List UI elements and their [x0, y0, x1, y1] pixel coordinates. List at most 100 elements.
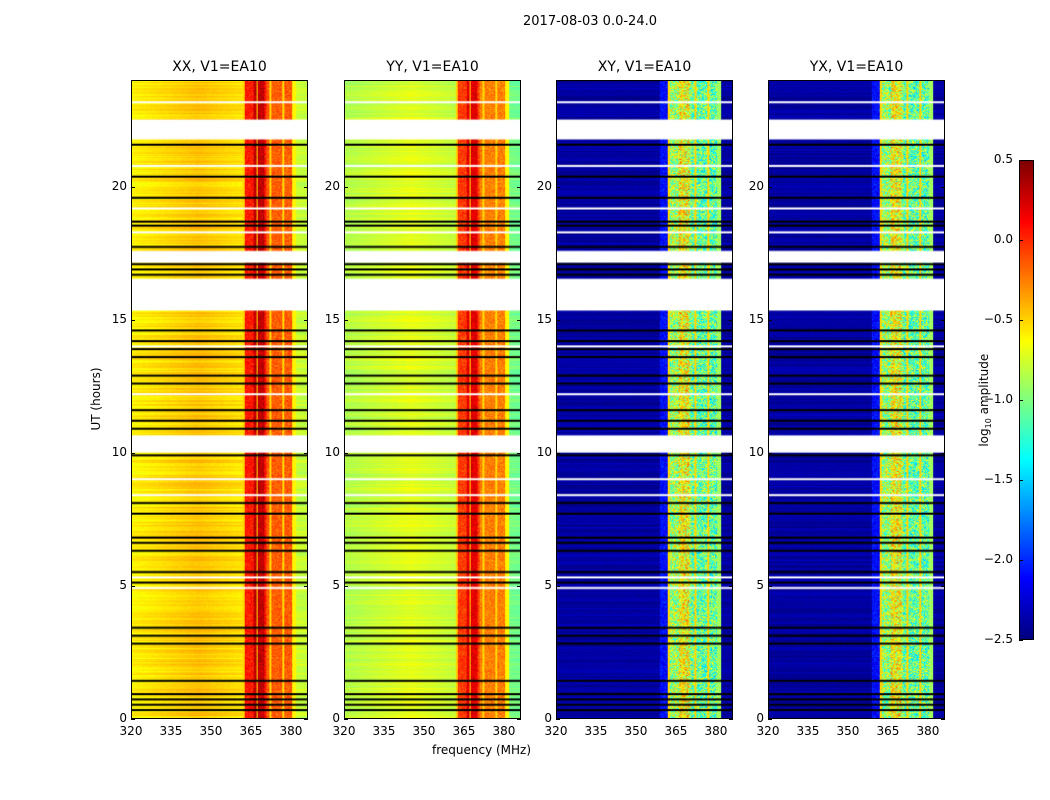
y-tick-mark: [344, 585, 348, 587]
x-tick-label: 335: [159, 724, 183, 738]
y-tick-label: 20: [111, 178, 127, 193]
y-tick-mark: [517, 186, 521, 188]
panel-title: YY, V1=EA10: [386, 59, 479, 75]
colorbar-tick-mark: [1019, 160, 1023, 161]
y-tick-mark: [556, 719, 560, 720]
colorbar-tick-label: −0.5: [983, 312, 1013, 326]
y-tick-mark: [304, 719, 308, 720]
colorbar-tick-label: −1.0: [983, 392, 1013, 406]
colorbar-tick-label: 0.0: [993, 232, 1013, 246]
y-tick-label: 15: [111, 311, 127, 326]
panel-title: XY, V1=EA10: [597, 59, 692, 75]
heatmap-cells: [557, 81, 732, 718]
x-tick-label: 350: [199, 724, 223, 738]
y-tick-mark: [941, 319, 945, 321]
heatmap-cells: [132, 81, 307, 718]
y-tick-mark: [131, 186, 135, 188]
x-tick-label: 380: [279, 724, 303, 738]
heatmap-panel-1: [131, 80, 308, 719]
x-tick-label: 380: [492, 724, 516, 738]
x-tick-label: 320: [332, 724, 356, 738]
colorbar-tick-label: −2.0: [983, 552, 1013, 566]
x-tick-label: 365: [664, 724, 688, 738]
y-tick-mark: [131, 319, 135, 321]
y-tick-mark: [941, 719, 945, 720]
heatmap-cells: [769, 81, 944, 718]
colorbar-tick-mark: [1019, 480, 1023, 481]
y-tick-label: 10: [536, 444, 552, 459]
y-tick-label: 15: [748, 311, 764, 326]
y-tick-label: 20: [536, 178, 552, 193]
y-tick-mark: [556, 186, 560, 188]
y-tick-label: 15: [536, 311, 552, 326]
y-tick-mark: [941, 452, 945, 454]
y-tick-label: 0: [119, 711, 127, 725]
panel-title: YX, V1=EA10: [809, 59, 904, 75]
colorbar-tick-mark: [1019, 240, 1023, 241]
y-tick-mark: [768, 719, 772, 720]
y-tick-mark: [344, 452, 348, 454]
x-tick-label: 365: [239, 724, 263, 738]
y-tick-label: 15: [324, 311, 340, 326]
y-tick-mark: [304, 319, 308, 321]
y-tick-mark: [304, 452, 308, 454]
colorbar-tick-mark: [1019, 400, 1023, 401]
y-tick-mark: [768, 585, 772, 587]
y-axis-label: UT (hours): [89, 367, 103, 431]
x-tick-label: 365: [452, 724, 476, 738]
y-tick-mark: [729, 585, 733, 587]
y-tick-mark: [768, 319, 772, 321]
x-tick-label: 335: [796, 724, 820, 738]
y-tick-mark: [517, 319, 521, 321]
y-tick-mark: [941, 186, 945, 188]
y-tick-label: 0: [544, 711, 552, 725]
colorbar-tick-mark: [1019, 320, 1023, 321]
y-tick-mark: [729, 319, 733, 321]
x-tick-label: 365: [876, 724, 900, 738]
x-tick-label: 320: [756, 724, 780, 738]
y-tick-label: 10: [324, 444, 340, 459]
x-tick-label: 320: [119, 724, 143, 738]
y-tick-mark: [768, 452, 772, 454]
x-tick-label: 335: [584, 724, 608, 738]
x-tick-label: 350: [836, 724, 860, 738]
y-tick-mark: [517, 452, 521, 454]
y-tick-mark: [729, 452, 733, 454]
y-tick-mark: [131, 452, 135, 454]
figure-title: 2017-08-03 0.0-24.0: [523, 14, 657, 29]
colorbar-tick-label: 0.5: [993, 152, 1013, 166]
y-tick-label: 5: [119, 577, 127, 592]
y-tick-label: 0: [756, 711, 764, 725]
heatmap-cells: [345, 81, 520, 718]
y-tick-mark: [344, 719, 348, 720]
heatmap-panel-2: [344, 80, 521, 719]
y-tick-mark: [729, 186, 733, 188]
panel-title: XX, V1=EA10: [172, 59, 267, 75]
y-tick-mark: [556, 452, 560, 454]
x-tick-label: 350: [624, 724, 648, 738]
x-tick-label: 320: [544, 724, 568, 738]
y-tick-mark: [304, 186, 308, 188]
x-tick-label: 380: [704, 724, 728, 738]
colorbar-tick-mark: [1019, 560, 1023, 561]
heatmap-panel-4: [768, 80, 945, 719]
y-tick-mark: [344, 186, 348, 188]
x-tick-label: 350: [412, 724, 436, 738]
colorbar-tick-mark: [1019, 640, 1023, 641]
y-tick-label: 5: [756, 577, 764, 592]
y-tick-mark: [131, 719, 135, 720]
y-tick-mark: [517, 585, 521, 587]
y-tick-mark: [556, 319, 560, 321]
y-tick-mark: [941, 585, 945, 587]
y-tick-label: 0: [332, 711, 340, 725]
x-axis-label: frequency (MHz): [432, 743, 532, 757]
colorbar-tick-label: −1.5: [983, 472, 1013, 486]
y-tick-mark: [131, 585, 135, 587]
y-tick-label: 20: [748, 178, 764, 193]
y-tick-label: 10: [111, 444, 127, 459]
y-tick-mark: [344, 319, 348, 321]
y-tick-mark: [729, 719, 733, 720]
y-tick-mark: [768, 186, 772, 188]
y-tick-label: 5: [332, 577, 340, 592]
